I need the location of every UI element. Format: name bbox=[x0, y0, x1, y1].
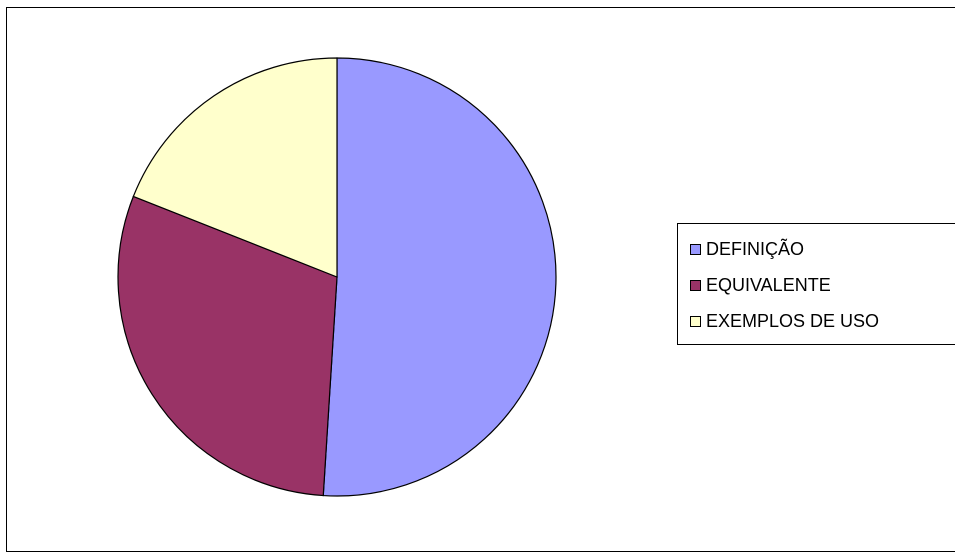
legend-swatch bbox=[690, 243, 701, 255]
pie-slice-equivalente bbox=[117, 195, 338, 497]
pie-slice-exemplos-de-uso bbox=[132, 57, 338, 278]
legend-swatch bbox=[690, 279, 701, 291]
pie-chart bbox=[117, 57, 557, 497]
legend-label: EXEMPLOS DE USO bbox=[706, 311, 880, 331]
legend-label: DEFINIÇÃO bbox=[706, 239, 805, 259]
legend: DEFINIÇÃO EQUIVALENTE EXEMPLOS DE USO bbox=[677, 223, 955, 345]
pie-slice-defini-o bbox=[322, 57, 557, 497]
legend-item-definicao: DEFINIÇÃO bbox=[690, 236, 804, 262]
legend-label: EQUIVALENTE bbox=[706, 275, 831, 295]
legend-swatch bbox=[690, 315, 701, 327]
legend-item-exemplos-de-uso: EXEMPLOS DE USO bbox=[690, 308, 879, 334]
chart-area: DEFINIÇÃO EQUIVALENTE EXEMPLOS DE USO bbox=[6, 7, 955, 552]
legend-item-equivalente: EQUIVALENTE bbox=[690, 272, 831, 298]
